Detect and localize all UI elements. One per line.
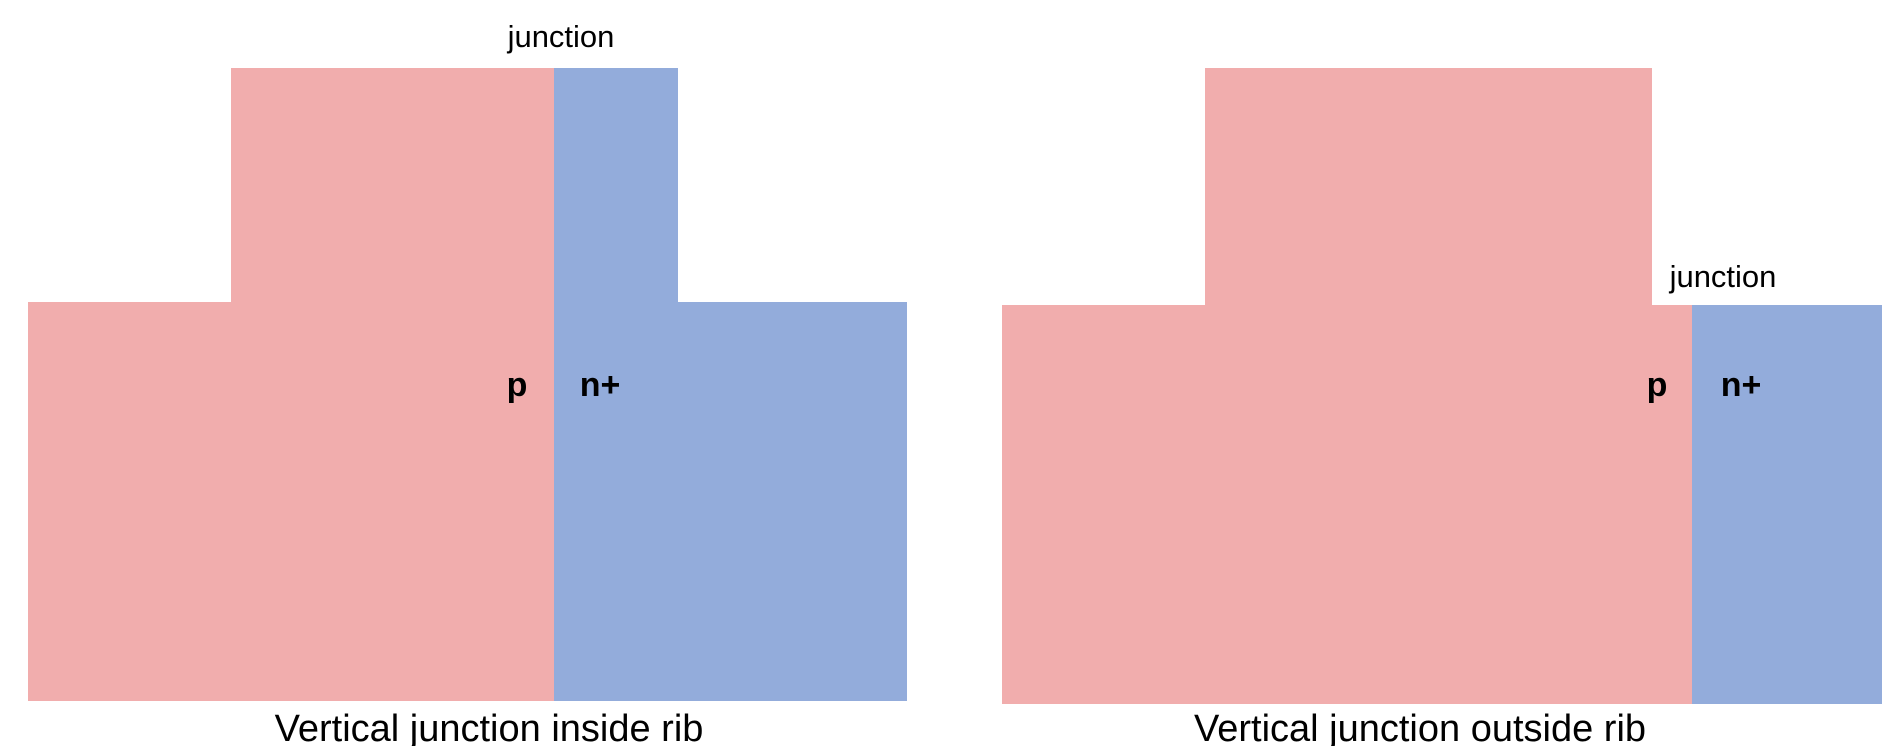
n-label-outside: n+ bbox=[1721, 366, 1762, 404]
n-region-inside bbox=[554, 68, 907, 701]
caption-inside: Vertical junction inside rib bbox=[275, 708, 704, 746]
n-region-outside bbox=[1692, 305, 1882, 704]
junction-label-outside: junction bbox=[1669, 259, 1777, 294]
junction-label-inside: junction bbox=[507, 19, 615, 54]
n-label-inside: n+ bbox=[580, 366, 621, 404]
p-label-outside: p bbox=[1647, 366, 1668, 404]
p-label-inside: p bbox=[507, 366, 528, 404]
caption-outside: Vertical junction outside rib bbox=[1194, 708, 1646, 746]
diagram-outside-rib: junction p n+ Vertical junction outside … bbox=[1002, 68, 1882, 746]
p-region-inside bbox=[28, 68, 554, 701]
diagram-inside-rib: junction p n+ Vertical junction inside r… bbox=[28, 19, 907, 746]
p-region-outside bbox=[1002, 68, 1692, 704]
